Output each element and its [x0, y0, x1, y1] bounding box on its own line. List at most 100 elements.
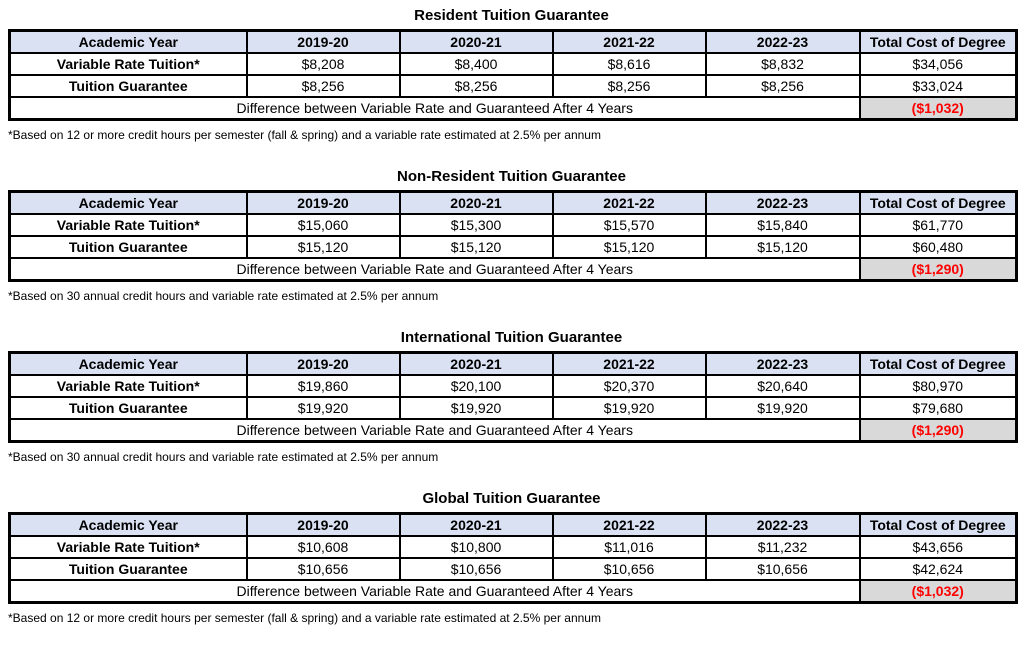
row-label: Tuition Guarantee [8, 557, 248, 581]
column-header-total-cost: Total Cost of Degree [858, 351, 1018, 376]
header-row: Academic Year 2019-20 2020-21 2021-22 20… [8, 512, 1018, 537]
difference-label: Difference between Variable Rate and Gua… [8, 418, 861, 443]
cell-value: $8,256 [398, 74, 554, 98]
cell-value: $15,300 [398, 213, 554, 237]
footnote: *Based on 30 annual credit hours and var… [8, 450, 439, 464]
row-label: Variable Rate Tuition* [8, 52, 248, 76]
difference-value: ($1,290) [858, 257, 1018, 282]
column-header-year-4: 2022-23 [704, 512, 861, 537]
row-label: Tuition Guarantee [8, 74, 248, 98]
cell-value: $11,232 [704, 535, 861, 559]
table-row-guarantee: Tuition Guarantee $8,256 $8,256 $8,256 $… [8, 74, 1018, 98]
column-header-year-1: 2019-20 [245, 512, 401, 537]
header-row: Academic Year 2019-20 2020-21 2021-22 20… [8, 351, 1018, 376]
cell-value: $10,656 [704, 557, 861, 581]
cell-value: $15,120 [551, 235, 707, 259]
cell-value-total: $43,656 [858, 535, 1018, 559]
cell-value: $15,060 [245, 213, 401, 237]
column-header-year-1: 2019-20 [245, 29, 401, 54]
cell-value: $15,120 [245, 235, 401, 259]
cell-value: $19,920 [551, 396, 707, 420]
header-row: Academic Year 2019-20 2020-21 2021-22 20… [8, 190, 1018, 215]
cell-value-total: $80,970 [858, 374, 1018, 398]
global-tuition-section: Global Tuition Guarantee Academic Year 2… [8, 490, 1018, 626]
column-header-year-3: 2021-22 [551, 190, 707, 215]
global-tuition-table: Academic Year 2019-20 2020-21 2021-22 20… [8, 512, 1018, 604]
cell-value: $15,840 [704, 213, 861, 237]
resident-tuition-table: Academic Year 2019-20 2020-21 2021-22 20… [8, 29, 1018, 121]
difference-value: ($1,032) [858, 579, 1018, 604]
row-label: Variable Rate Tuition* [8, 374, 248, 398]
difference-row: Difference between Variable Rate and Gua… [8, 257, 1018, 282]
cell-value-total: $61,770 [858, 213, 1018, 237]
footnote: *Based on 12 or more credit hours per se… [8, 611, 601, 625]
table-row-variable-rate: Variable Rate Tuition* $8,208 $8,400 $8,… [8, 52, 1018, 76]
cell-value: $8,400 [398, 52, 554, 76]
column-header-year-1: 2019-20 [245, 190, 401, 215]
column-header-year-2: 2020-21 [398, 351, 554, 376]
cell-value: $11,016 [551, 535, 707, 559]
cell-value: $15,120 [398, 235, 554, 259]
column-header-year-3: 2021-22 [551, 29, 707, 54]
international-tuition-table: Academic Year 2019-20 2020-21 2021-22 20… [8, 351, 1018, 443]
column-header-total-cost: Total Cost of Degree [858, 190, 1018, 215]
cell-value: $20,640 [704, 374, 861, 398]
cell-value: $10,608 [245, 535, 401, 559]
non-resident-tuition-table: Academic Year 2019-20 2020-21 2021-22 20… [8, 190, 1018, 282]
cell-value: $8,832 [704, 52, 861, 76]
difference-row: Difference between Variable Rate and Gua… [8, 418, 1018, 443]
cell-value-total: $60,480 [858, 235, 1018, 259]
column-header-year-4: 2022-23 [704, 29, 861, 54]
difference-label: Difference between Variable Rate and Gua… [8, 96, 861, 121]
column-header-academic-year: Academic Year [8, 190, 248, 215]
cell-value: $19,920 [245, 396, 401, 420]
cell-value: $19,920 [704, 396, 861, 420]
cell-value: $8,256 [245, 74, 401, 98]
cell-value-total: $33,024 [858, 74, 1018, 98]
cell-value: $8,256 [551, 74, 707, 98]
difference-value: ($1,032) [858, 96, 1018, 121]
cell-value: $8,208 [245, 52, 401, 76]
table-row-guarantee: Tuition Guarantee $19,920 $19,920 $19,92… [8, 396, 1018, 420]
cell-value: $10,656 [245, 557, 401, 581]
column-header-academic-year: Academic Year [8, 512, 248, 537]
cell-value-total: $79,680 [858, 396, 1018, 420]
difference-row: Difference between Variable Rate and Gua… [8, 96, 1018, 121]
cell-value: $20,100 [398, 374, 554, 398]
cell-value: $15,120 [704, 235, 861, 259]
table-row-guarantee: Tuition Guarantee $10,656 $10,656 $10,65… [8, 557, 1018, 581]
cell-value: $19,860 [245, 374, 401, 398]
table-row-variable-rate: Variable Rate Tuition* $19,860 $20,100 $… [8, 374, 1018, 398]
table-row-variable-rate: Variable Rate Tuition* $10,608 $10,800 $… [8, 535, 1018, 559]
international-tuition-section: International Tuition Guarantee Academic… [8, 329, 1018, 465]
row-label: Variable Rate Tuition* [8, 213, 248, 237]
row-label: Tuition Guarantee [8, 235, 248, 259]
column-header-total-cost: Total Cost of Degree [858, 29, 1018, 54]
cell-value: $10,656 [398, 557, 554, 581]
column-header-year-4: 2022-23 [704, 190, 861, 215]
cell-value: $20,370 [551, 374, 707, 398]
cell-value: $8,256 [704, 74, 861, 98]
cell-value: $10,656 [551, 557, 707, 581]
cell-value-total: $34,056 [858, 52, 1018, 76]
table-title-resident: Resident Tuition Guarantee [414, 7, 609, 24]
non-resident-tuition-section: Non-Resident Tuition Guarantee Academic … [8, 169, 1018, 304]
difference-value: ($1,290) [858, 418, 1018, 443]
table-row-variable-rate: Variable Rate Tuition* $15,060 $15,300 $… [8, 213, 1018, 237]
resident-tuition-section: Resident Tuition Guarantee Academic Year… [8, 7, 1018, 143]
cell-value: $15,570 [551, 213, 707, 237]
column-header-year-3: 2021-22 [551, 351, 707, 376]
column-header-year-3: 2021-22 [551, 512, 707, 537]
row-label: Variable Rate Tuition* [8, 535, 248, 559]
table-title-global: Global Tuition Guarantee [422, 490, 601, 507]
column-header-academic-year: Academic Year [8, 29, 248, 54]
column-header-year-2: 2020-21 [398, 29, 554, 54]
difference-row: Difference between Variable Rate and Gua… [8, 579, 1018, 604]
difference-label: Difference between Variable Rate and Gua… [8, 579, 861, 604]
column-header-year-2: 2020-21 [398, 512, 554, 537]
column-header-year-4: 2022-23 [704, 351, 861, 376]
cell-value: $8,616 [551, 52, 707, 76]
header-row: Academic Year 2019-20 2020-21 2021-22 20… [8, 29, 1018, 54]
table-title-international: International Tuition Guarantee [400, 329, 623, 346]
